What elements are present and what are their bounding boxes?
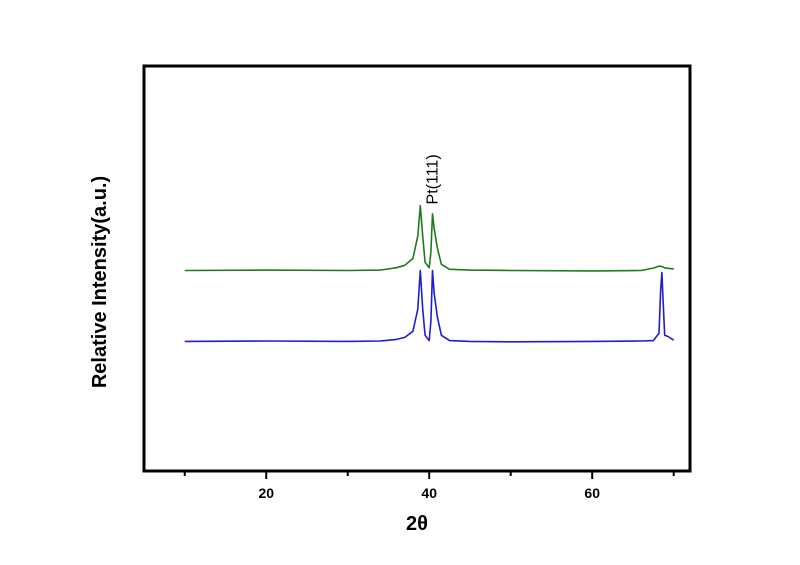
peak-annotation: Pt(111) [424, 154, 441, 204]
series-layer [184, 204, 675, 343]
y-axis-label: Relative Intensity(a.u.) [89, 176, 111, 388]
x-tick-label: 40 [421, 485, 437, 501]
plot-frame [142, 64, 692, 473]
x-axis-ticks: 20 40 60 [183, 471, 675, 501]
series-line-1 [184, 269, 675, 343]
x-tick-label: 20 [258, 485, 274, 501]
series-line-0 [184, 204, 674, 272]
x-tick-label: 60 [584, 485, 600, 501]
x-axis-label: 2θ [406, 513, 428, 535]
